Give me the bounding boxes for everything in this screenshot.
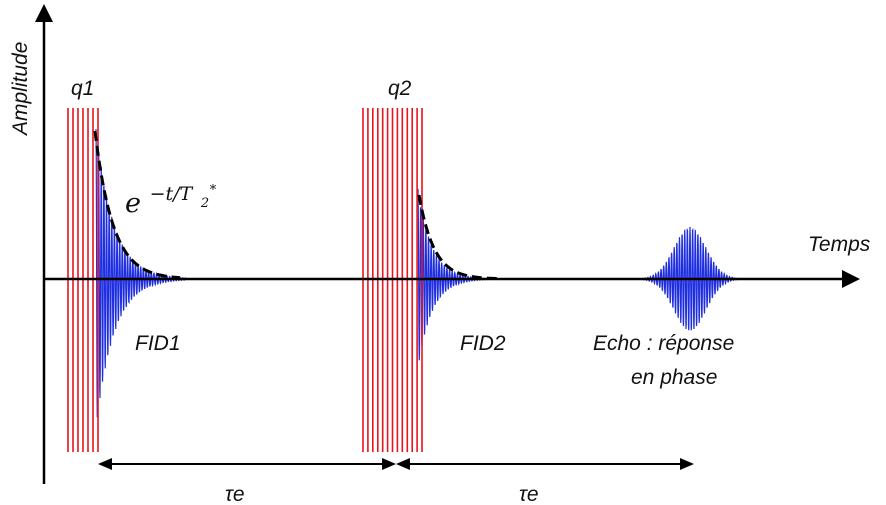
fid1-label: FID1 [135,332,181,355]
fid-oscillation [95,128,187,418]
interval-arrow-2-right-head [680,458,694,470]
echo-label-line2: en phase [631,366,717,389]
fid2-label: FID2 [460,332,506,355]
echo-label-line1: Echo : réponse [593,332,734,355]
formula-exponent: −t/T [150,183,194,205]
pulse-label-q2: q2 [388,77,412,100]
y-axis-arrow-icon [35,4,53,22]
interval-label-1: τe [225,483,245,505]
decay-envelope-2 [417,194,497,280]
pulse-label-q1: q1 [71,77,94,100]
interval-arrow-1-right-head [382,458,396,470]
fid1-signal [95,128,187,418]
interval-label-2: τe [519,483,539,505]
formula-subscript: 2 [200,196,209,211]
interval-arrow-2-left-head [396,458,410,470]
y-axis-label: Amplitude [9,42,32,137]
formula-base: e [125,188,141,219]
interval-arrow-1-left-head [98,458,112,470]
decay-envelope-1 [93,130,181,280]
x-axis-arrow-icon [842,270,860,288]
x-axis-label: Temps [808,233,871,256]
decay-formula: e −t/T 2 * [125,176,218,219]
formula-superscript: * [210,183,217,198]
